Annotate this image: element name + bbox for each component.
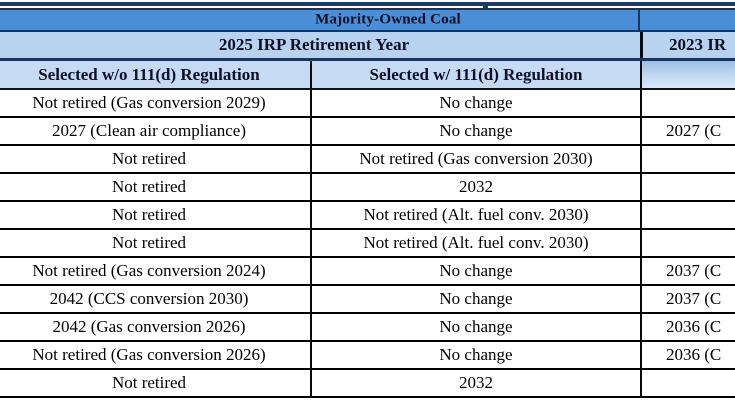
cell-wo-111d: 2042 (CCS conversion 2030) <box>49 289 249 308</box>
cell-w-111d: No change <box>310 342 640 368</box>
cell-wo-111d: Not retired <box>111 205 187 224</box>
sub-header-wo-111d: Selected w/o 111(d) Regulation <box>38 64 260 84</box>
cell-w-111d: No change <box>310 286 640 312</box>
column-divider <box>638 10 640 30</box>
cell-w-111d: No change <box>310 90 640 116</box>
cell-w-111d: 2032 <box>310 370 640 396</box>
cell-2023-irp: 2037 (C <box>640 286 735 312</box>
cell-wo-111d: Not retired <box>111 233 187 252</box>
cell-w-111d: No change <box>310 118 640 144</box>
cell-2023-irp: 2037 (C <box>640 258 735 284</box>
cutoff-text-line <box>0 2 735 6</box>
table-row: Not retired Not retired (Alt. fuel conv.… <box>0 202 735 230</box>
cell-w-111d: Not retired (Gas conversion 2030) <box>310 146 640 172</box>
table-row: 2027 (Clean air compliance) No change 20… <box>0 118 735 146</box>
cell-2023-irp: 2027 (C <box>640 118 735 144</box>
group-header-2023-irp: 2023 IR <box>640 32 735 58</box>
table-row: Not retired (Gas conversion 2029) No cha… <box>0 90 735 118</box>
table-row: Not retired (Gas conversion 2026) No cha… <box>0 342 735 370</box>
table-title-band: Majority-Owned Coal <box>0 8 735 32</box>
cell-2023-irp <box>640 90 735 116</box>
cell-wo-111d: Not retired (Gas conversion 2029) <box>32 93 266 112</box>
table-row: 2042 (CCS conversion 2030) No change 203… <box>0 286 735 314</box>
sub-header-right-empty <box>640 61 735 88</box>
cell-2023-irp <box>640 230 735 256</box>
cell-wo-111d: Not retired <box>111 373 187 392</box>
group-header-2025-irp: 2025 IRP Retirement Year <box>218 35 410 54</box>
cell-wo-111d: Not retired (Gas conversion 2024) <box>32 261 266 280</box>
cell-2023-irp: 2036 (C <box>640 314 735 340</box>
cell-wo-111d: Not retired (Gas conversion 2026) <box>32 345 266 364</box>
cell-wo-111d: Not retired <box>111 149 187 168</box>
table-row: Not retired Not retired (Gas conversion … <box>0 146 735 174</box>
cell-w-111d: Not retired (Alt. fuel conv. 2030) <box>310 230 640 256</box>
cell-2023-irp: 2036 (C <box>640 342 735 368</box>
cell-2023-irp <box>640 174 735 200</box>
cell-w-111d: 2032 <box>310 174 640 200</box>
cell-2023-irp <box>640 370 735 396</box>
table-title: Majority-Owned Coal <box>315 11 461 28</box>
cell-wo-111d: 2042 (Gas conversion 2026) <box>52 317 246 336</box>
table-row: Not retired 2032 <box>0 174 735 202</box>
table-row: Not retired 2032 <box>0 370 735 398</box>
cell-w-111d: Not retired (Alt. fuel conv. 2030) <box>310 202 640 228</box>
cell-wo-111d: 2027 (Clean air compliance) <box>51 121 246 140</box>
cell-w-111d: No change <box>310 258 640 284</box>
coal-retirement-table: Majority-Owned Coal 2025 IRP Retirement … <box>0 8 735 398</box>
table-row: Not retired (Gas conversion 2024) No cha… <box>0 258 735 286</box>
table-row: 2042 (Gas conversion 2026) No change 203… <box>0 314 735 342</box>
group-header-row: 2025 IRP Retirement Year 2023 IR <box>0 32 735 61</box>
cell-2023-irp <box>640 202 735 228</box>
sub-header-w-111d: Selected w/ 111(d) Regulation <box>310 61 640 88</box>
sub-header-row: Selected w/o 111(d) Regulation Selected … <box>0 61 735 90</box>
table-row: Not retired Not retired (Alt. fuel conv.… <box>0 230 735 258</box>
cell-wo-111d: Not retired <box>111 177 187 196</box>
cell-w-111d: No change <box>310 314 640 340</box>
cell-2023-irp <box>640 146 735 172</box>
